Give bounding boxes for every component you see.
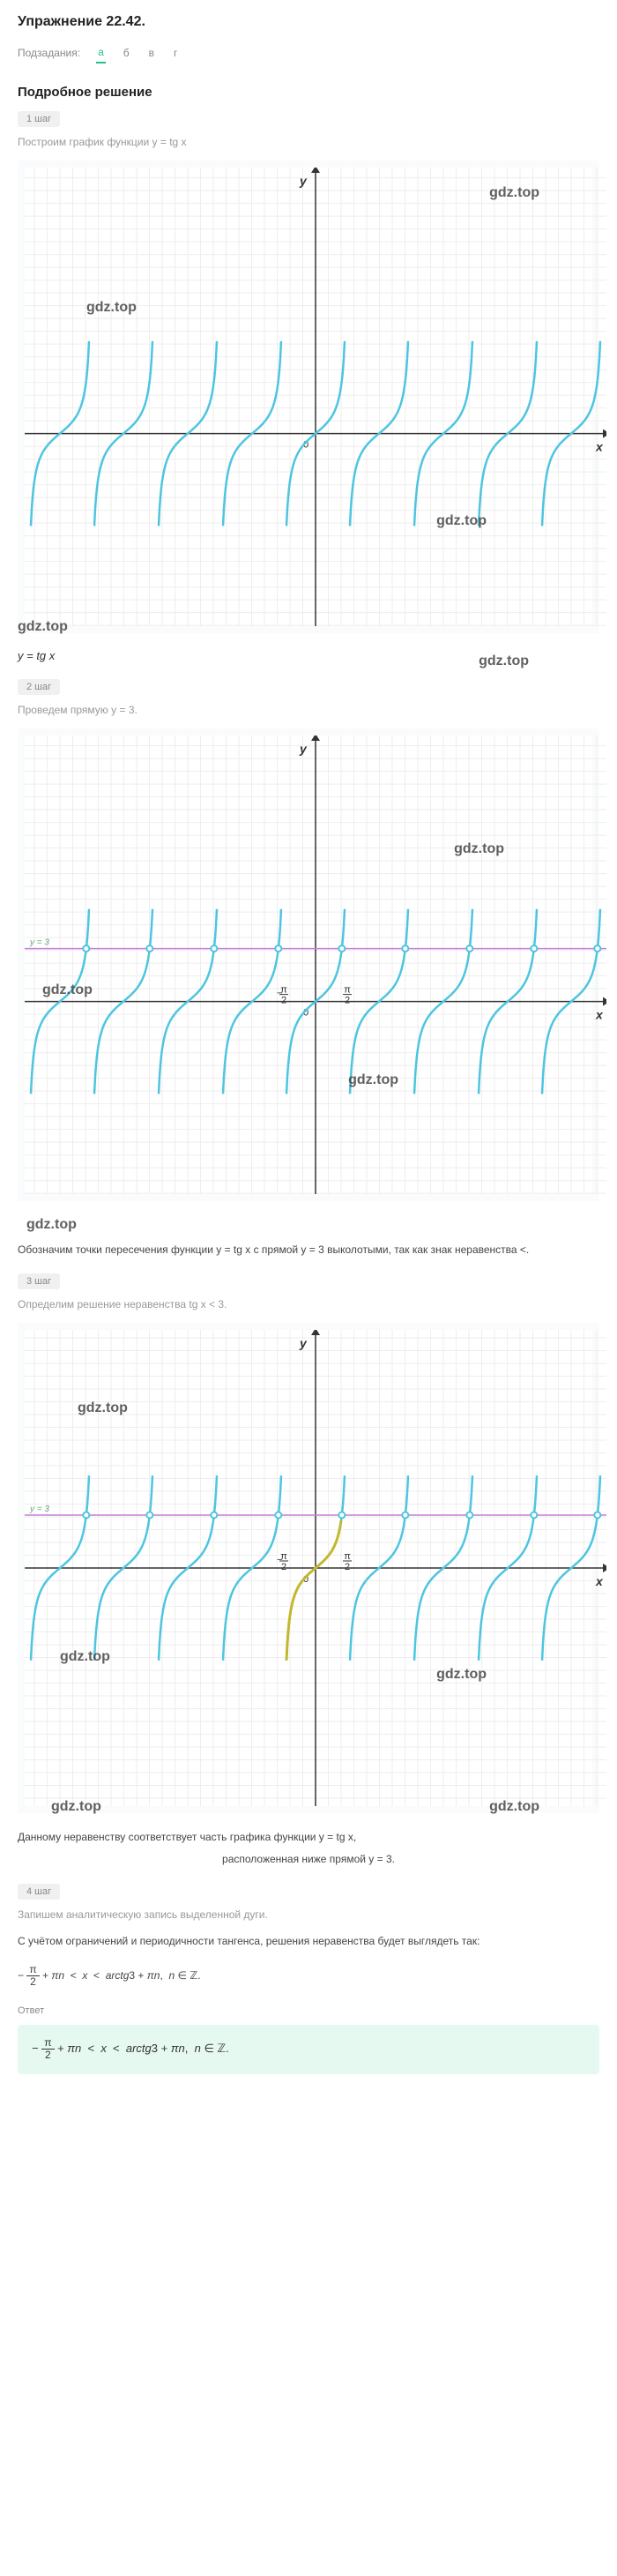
graph-2: xy0y = 3−π2π2 gdz.top gdz.top gdz.top: [25, 735, 592, 1194]
answer-label: Ответ: [18, 2005, 44, 2016]
svg-text:y = 3: y = 3: [29, 938, 49, 948]
graph-3-wrap: xy0y = 3−π2π2 gdz.top gdz.top gdz.top gd…: [18, 1323, 599, 1813]
svg-text:2: 2: [345, 1562, 350, 1572]
description-3: С учётом ограничений и периодичности тан…: [18, 1933, 599, 1950]
step-2-badge: 2 шаг: [18, 679, 60, 695]
svg-text:π: π: [280, 985, 287, 996]
subtasks-row: Подзадания: а б в г: [18, 42, 599, 63]
step-4-text: Запишем аналитическую запись выделенной …: [18, 1908, 599, 1921]
description-2a: Данному неравенству соответствует часть …: [18, 1829, 599, 1846]
answer-box: − π2 + πn < x < arctg3 + πn, n ∈ ℤ.: [18, 2025, 599, 2073]
graph-2-wrap: xy0y = 3−π2π2 gdz.top gdz.top gdz.top: [18, 728, 599, 1201]
step-2-text: Проведем прямую y = 3.: [18, 704, 599, 716]
description-1: Обозначим точки пересечения функции y = …: [18, 1242, 599, 1258]
svg-text:π: π: [344, 1551, 351, 1562]
tab-a[interactable]: а: [96, 42, 106, 63]
svg-text:y: y: [299, 1336, 308, 1350]
svg-text:2: 2: [345, 996, 350, 1006]
formula-result: − π2 + πn < x < arctg3 + πn, n ∈ ℤ.: [18, 1964, 599, 1988]
svg-text:π: π: [344, 985, 351, 996]
graph-3: xy0y = 3−π2π2 gdz.top gdz.top gdz.top gd…: [25, 1330, 592, 1806]
description-2b: расположенная ниже прямой y = 3.: [18, 1851, 599, 1868]
step-3-text: Определим решение неравенства tg x < 3.: [18, 1298, 599, 1310]
solution-title: Подробное решение: [18, 85, 599, 100]
equation-1: y = tg x: [18, 649, 599, 662]
svg-text:y: y: [299, 742, 308, 756]
graph-1: xy0 gdz.top gdz.top gdz.top gdz.top: [25, 168, 592, 626]
svg-text:y = 3: y = 3: [29, 1505, 49, 1514]
svg-text:π: π: [280, 1551, 287, 1562]
svg-text:x: x: [595, 1574, 604, 1588]
graph-1-wrap: xy0 gdz.top gdz.top gdz.top gdz.top: [18, 161, 599, 633]
svg-text:x: x: [595, 1008, 604, 1022]
step-1-badge: 1 шаг: [18, 111, 60, 127]
tab-g[interactable]: г: [172, 43, 179, 63]
tab-b[interactable]: б: [122, 43, 131, 63]
watermark: gdz.top: [26, 1217, 599, 1233]
exercise-title: Упражнение 22.42.: [18, 14, 599, 30]
svg-text:y: y: [299, 174, 308, 188]
tab-v[interactable]: в: [147, 43, 156, 63]
svg-text:x: x: [595, 440, 604, 454]
subtasks-label: Подзадания:: [18, 47, 80, 59]
step-4-badge: 4 шаг: [18, 1884, 60, 1900]
svg-text:2: 2: [281, 1562, 286, 1572]
step-1-text: Построим график функции y = tg x: [18, 136, 599, 148]
svg-text:2: 2: [281, 996, 286, 1006]
step-3-badge: 3 шаг: [18, 1273, 60, 1289]
